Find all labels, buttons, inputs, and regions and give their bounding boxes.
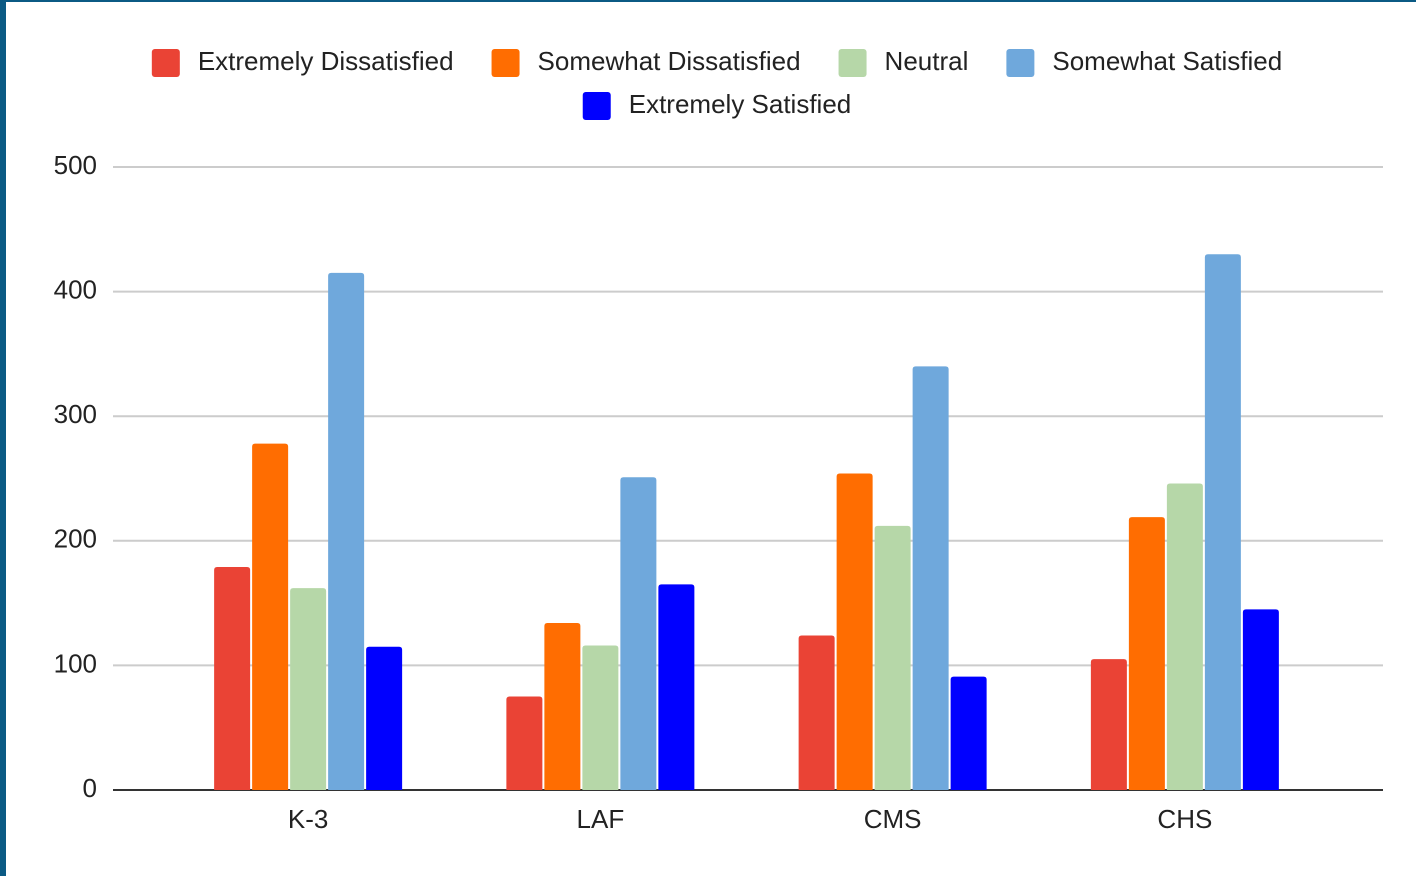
legend-label: Neutral [885,46,969,76]
bar [874,525,911,790]
bar [252,443,289,790]
x-tick-label: CHS [1157,804,1212,834]
x-tick-label: K-3 [288,804,328,834]
bar [582,645,619,790]
legend-swatch [1006,49,1035,77]
bar [950,676,987,790]
bar [328,272,365,790]
bar [1166,483,1203,790]
bar [1090,659,1127,790]
bar [1242,609,1279,790]
y-tick-label: 300 [54,399,97,429]
x-tick-label: LAF [577,804,625,834]
legend-swatch [151,49,180,77]
bar [1128,517,1165,790]
bar [366,646,403,790]
legend-swatch [491,49,520,77]
x-tick-label: CMS [864,804,922,834]
bar [798,635,835,790]
bar [1204,254,1241,791]
legend-label: Somewhat Satisfied [1052,46,1282,76]
legend-label: Extremely Dissatisfied [198,46,454,76]
legend-swatch [582,92,611,120]
bar [214,566,251,790]
bar [836,473,873,790]
y-tick-label: 100 [54,648,97,678]
y-tick-label: 200 [54,524,97,554]
bar [912,366,949,790]
bar [544,623,581,790]
y-tick-label: 500 [54,150,97,180]
bar [290,588,327,790]
bar [506,696,543,790]
bar [620,477,657,790]
y-tick-label: 0 [83,773,97,803]
bar [658,584,695,790]
legend-label: Extremely Satisfied [629,89,852,119]
legend-swatch [838,49,867,77]
legend-label: Somewhat Dissatisfied [538,46,801,76]
frame: 0 100 200 300 400 500 K-3 LAF CMS CHS Extremely Di… [6,2,1416,876]
y-tick-label: 400 [54,274,97,304]
